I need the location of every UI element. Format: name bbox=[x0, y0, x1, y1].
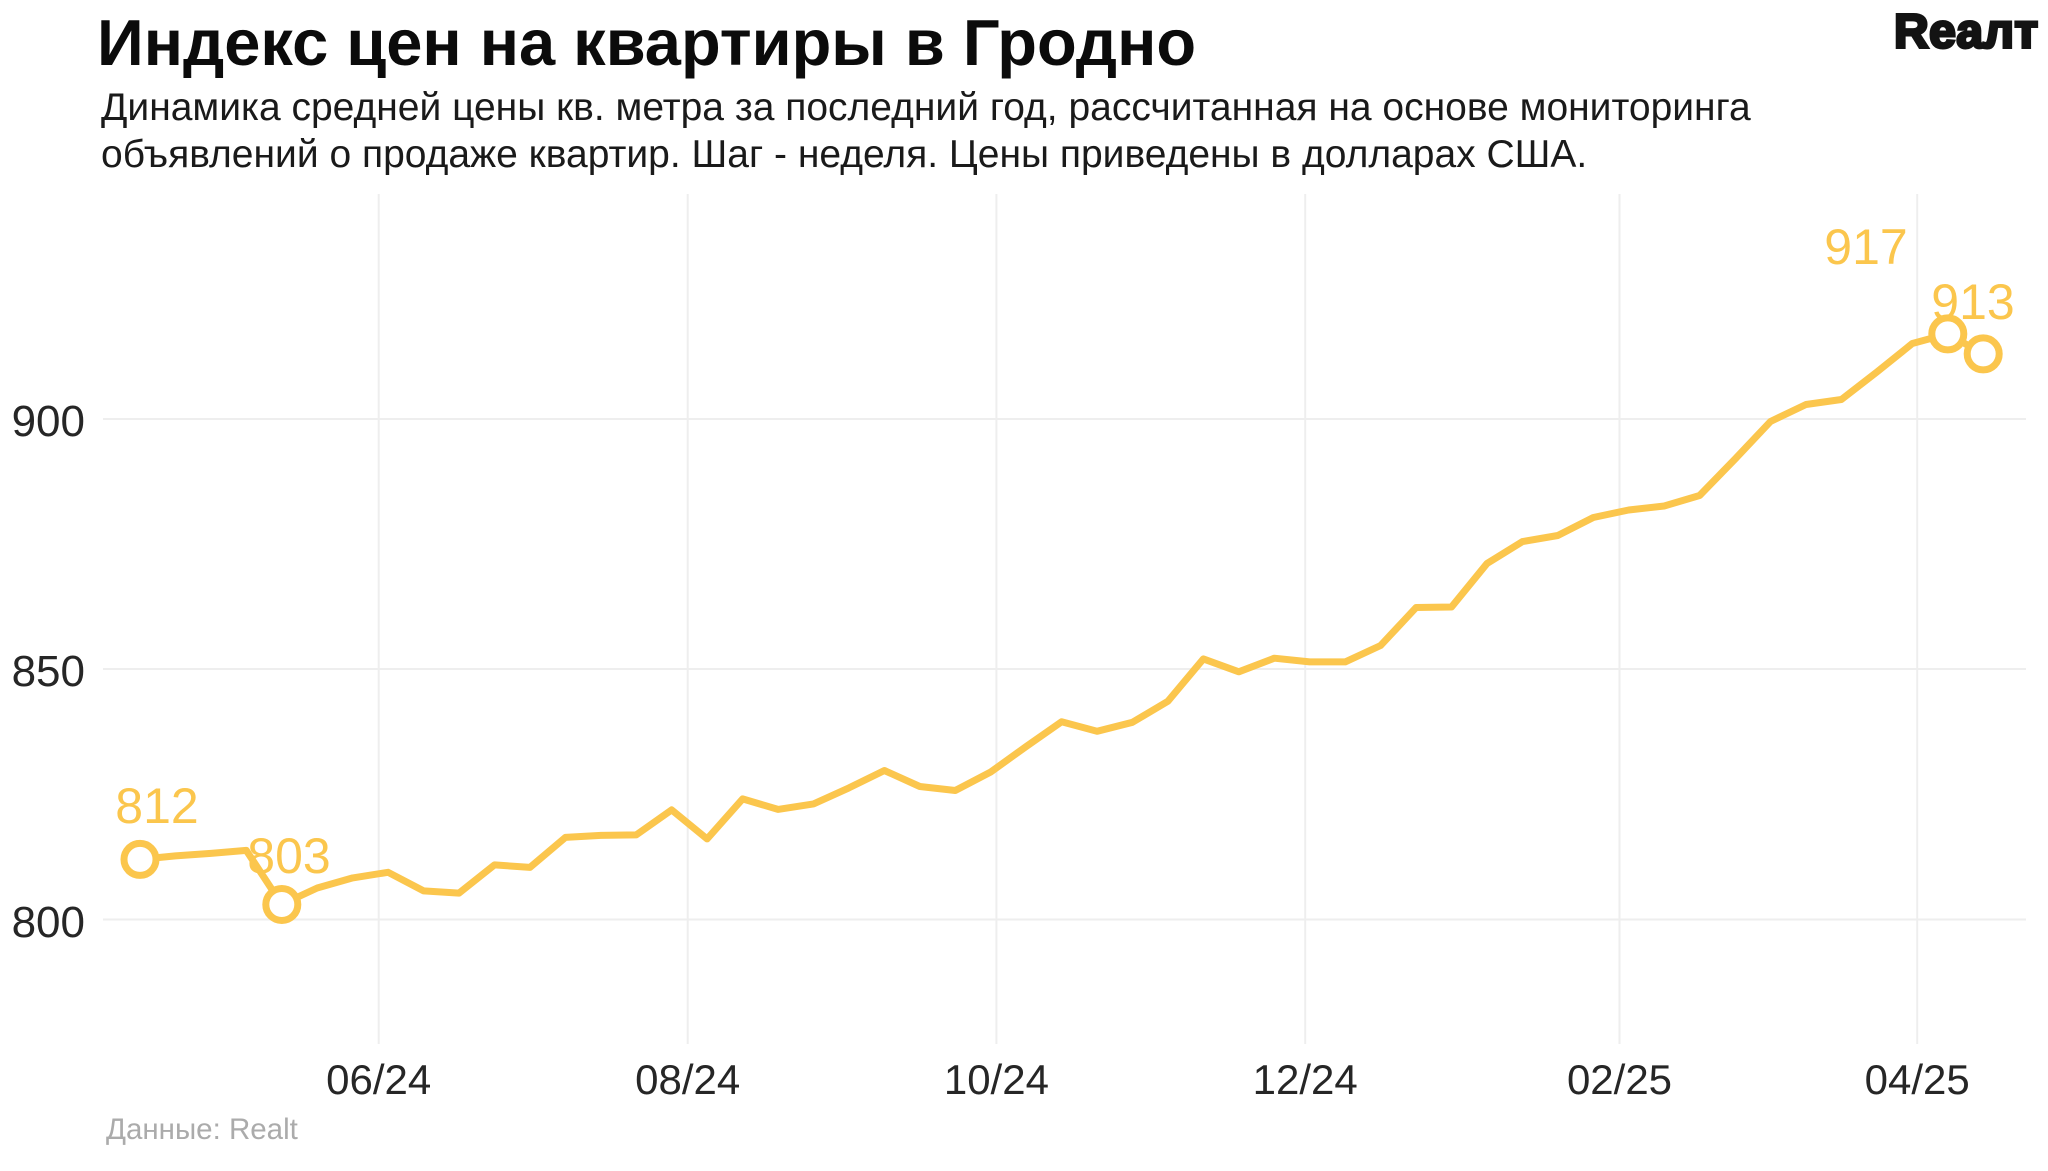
svg-text:812: 812 bbox=[115, 778, 198, 834]
svg-text:06/24: 06/24 bbox=[326, 1056, 431, 1103]
svg-text:02/25: 02/25 bbox=[1567, 1056, 1672, 1103]
svg-text:04/25: 04/25 bbox=[1865, 1056, 1970, 1103]
svg-text:08/24: 08/24 bbox=[635, 1056, 740, 1103]
svg-text:12/24: 12/24 bbox=[1253, 1056, 1358, 1103]
svg-text:900: 900 bbox=[12, 397, 85, 446]
svg-text:Rеалт: Rеалт bbox=[1894, 6, 2039, 59]
svg-text:917: 917 bbox=[1824, 219, 1907, 275]
svg-text:10/24: 10/24 bbox=[944, 1056, 1049, 1103]
svg-text:800: 800 bbox=[12, 898, 85, 947]
svg-text:913: 913 bbox=[1931, 274, 2014, 330]
svg-text:850: 850 bbox=[12, 647, 85, 696]
svg-text:803: 803 bbox=[247, 828, 330, 884]
